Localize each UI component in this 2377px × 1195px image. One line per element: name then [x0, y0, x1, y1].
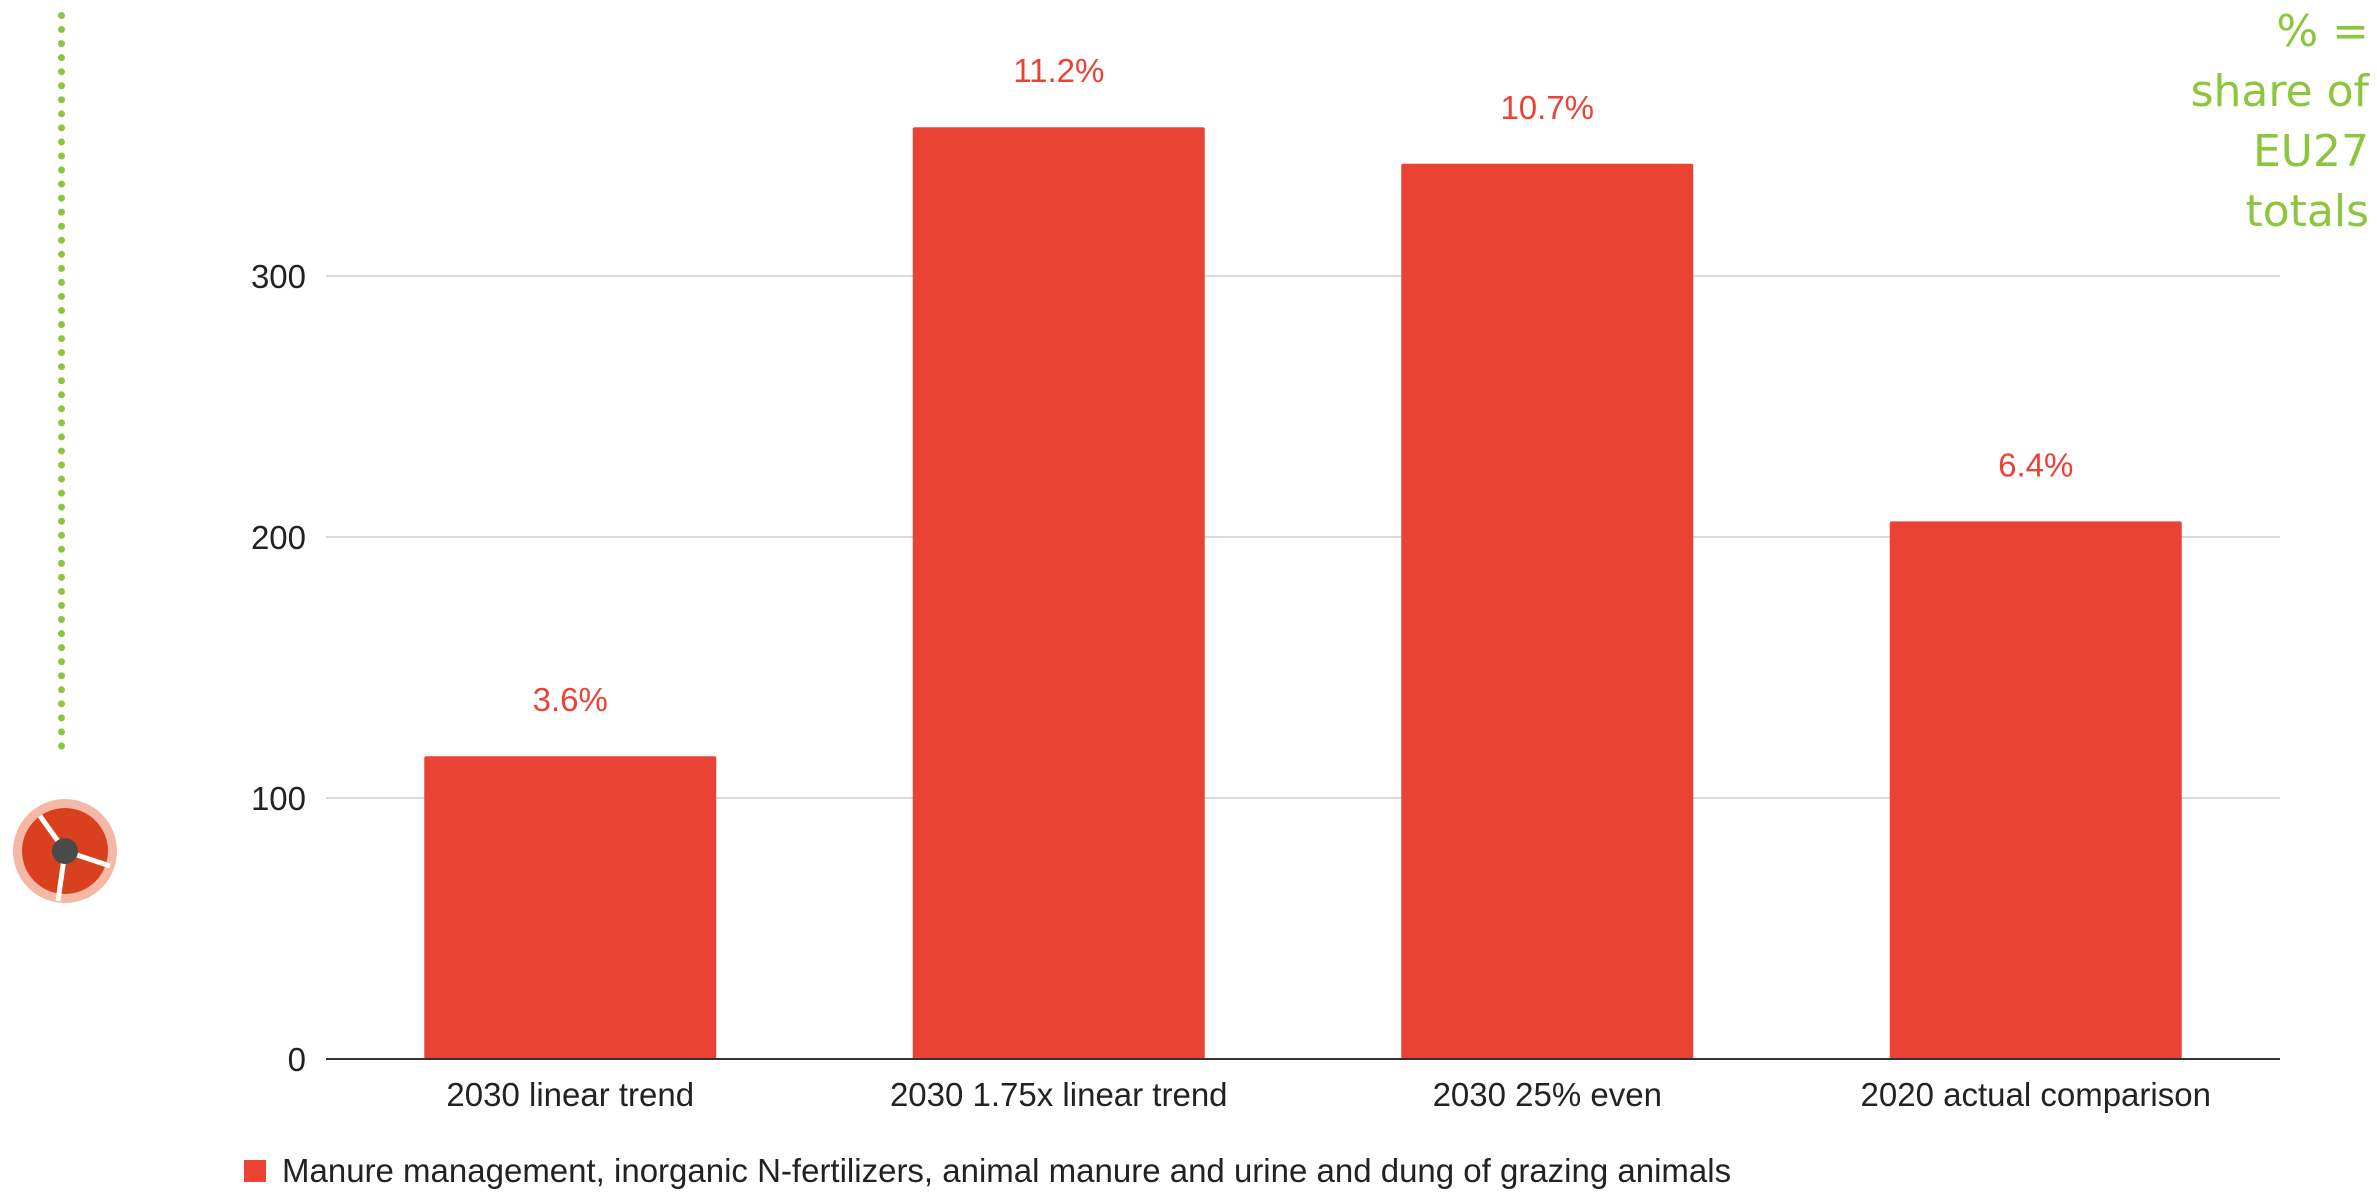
- x-tick-label: 2030 25% even: [1433, 1076, 1662, 1113]
- x-tick-label: 2030 1.75x linear trend: [890, 1076, 1228, 1113]
- data-label: 11.2%: [1013, 52, 1104, 89]
- y-tick-label: 0: [288, 1041, 306, 1078]
- x-axis-ticks: 2030 linear trend 2030 1.75x linear trend…: [446, 1076, 2211, 1113]
- y-tick-label: 300: [251, 258, 306, 295]
- y-tick-label: 200: [251, 519, 306, 556]
- data-labels: 3.6% 11.2% 10.7% 6.4%: [533, 52, 2074, 718]
- data-label: 3.6%: [533, 681, 608, 718]
- legend-label: Manure management, inorganic N-fertilize…: [282, 1152, 1732, 1189]
- data-label: 10.7%: [1500, 89, 1594, 126]
- bar: [912, 127, 1205, 1060]
- y-tick-label: 100: [251, 780, 306, 817]
- x-tick-label: 2020 actual comparison: [1861, 1076, 2211, 1113]
- bar: [1401, 163, 1694, 1059]
- bars: [424, 127, 2182, 1060]
- legend-swatch: [244, 1160, 266, 1182]
- decorative-dotted-line: [58, 12, 65, 750]
- logo-icon: [13, 799, 117, 903]
- legend: Manure management, inorganic N-fertilize…: [244, 1152, 1731, 1190]
- bar: [1889, 521, 2182, 1059]
- data-label: 6.4%: [1998, 446, 2073, 483]
- x-tick-label: 2030 linear trend: [446, 1076, 694, 1113]
- share-note: % = share of EU27 totals: [2190, 6, 2369, 237]
- y-axis-ticks: 0 100 200 300: [251, 258, 306, 1078]
- bar: [424, 756, 717, 1059]
